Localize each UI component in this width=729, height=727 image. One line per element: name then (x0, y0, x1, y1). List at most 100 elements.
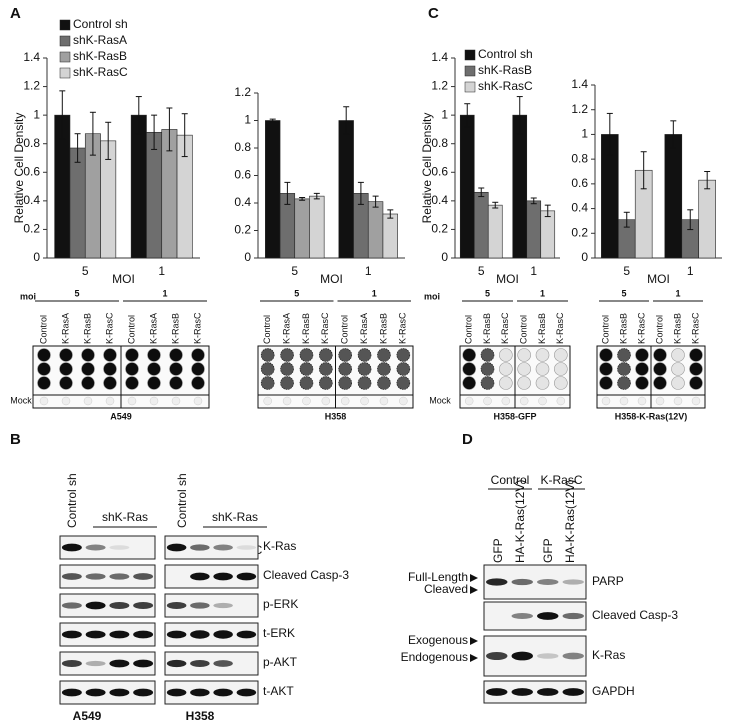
well (280, 376, 294, 390)
well (59, 362, 73, 376)
x-tick-label: 1 (158, 264, 165, 278)
mock-well (483, 396, 492, 406)
band (486, 688, 508, 696)
blot-frame (164, 593, 259, 618)
mock-well (637, 396, 647, 406)
lane-label: Control (340, 315, 350, 344)
band (190, 630, 210, 639)
lane-label: GFP (541, 538, 555, 563)
mock-well (538, 396, 547, 406)
arrow (470, 574, 478, 582)
arrow (470, 654, 478, 662)
legend-swatch (59, 67, 71, 79)
well (319, 376, 333, 390)
bar (130, 114, 147, 259)
mock-well (105, 396, 115, 406)
y-tick-label: 0.8 (23, 136, 40, 150)
well (377, 348, 391, 362)
well (499, 376, 513, 390)
well (299, 362, 314, 376)
blot-frame (59, 622, 156, 647)
legend-label: shK-RasB (478, 63, 532, 77)
band (511, 688, 533, 696)
well (280, 362, 294, 376)
mock-well (193, 396, 203, 406)
band (190, 572, 210, 581)
legend-swatch (464, 49, 476, 61)
band (85, 573, 106, 580)
well (103, 362, 117, 376)
well (103, 376, 117, 390)
well (480, 376, 495, 390)
band (61, 688, 82, 697)
x-axis-label: MOI (496, 272, 519, 286)
error-bar (687, 209, 694, 231)
well (299, 376, 314, 390)
well (599, 348, 613, 362)
row-label: t-AKT (263, 684, 294, 698)
well (689, 362, 703, 376)
band (562, 652, 584, 660)
y-tick-label: 1.4 (23, 50, 40, 64)
row-label: Cleaved Casp-3 (263, 568, 349, 582)
mock-well (127, 396, 137, 406)
error-bar (105, 121, 112, 160)
well (535, 348, 550, 362)
lane-label: HA-K-Ras(12V) (563, 480, 577, 563)
lane-label: K-RasC (636, 312, 646, 344)
lane-label: Control (262, 315, 272, 344)
legend-label: shK-RasA (73, 33, 127, 47)
blot-frame (59, 680, 156, 705)
well (59, 348, 73, 362)
error-bar (670, 120, 677, 149)
band (85, 630, 106, 639)
well (280, 348, 294, 362)
y-tick-label: 0.6 (23, 164, 40, 178)
lane-label: K-RasB (537, 313, 547, 344)
well (81, 376, 95, 390)
well (499, 348, 513, 362)
bar (664, 134, 683, 259)
y-tick-label: 0.2 (234, 223, 251, 237)
error-bar (343, 106, 350, 135)
band (166, 630, 187, 639)
moi-label: moi (20, 291, 36, 301)
well (635, 362, 649, 376)
band (61, 630, 82, 639)
band (190, 660, 210, 667)
error-bar (357, 181, 364, 205)
bar (473, 191, 489, 259)
panel-letter: A (10, 5, 21, 22)
mock-well (360, 396, 369, 406)
band (61, 602, 82, 609)
well (671, 362, 685, 376)
well (635, 376, 649, 390)
row-label: K-Ras (592, 648, 625, 662)
y-tick-label: 1.4 (571, 77, 588, 91)
blot-frame (164, 535, 259, 560)
well (396, 362, 411, 376)
lane-label: K-RasA (359, 313, 369, 344)
mock-well (321, 396, 331, 406)
x-tick-label: 1 (687, 264, 694, 278)
well (59, 376, 73, 390)
band (85, 688, 106, 697)
well (462, 362, 476, 376)
y-tick-label: 0.8 (431, 136, 448, 150)
well (480, 362, 495, 376)
well (396, 376, 411, 390)
well (689, 376, 703, 390)
mock-well (673, 396, 683, 406)
error-bar (640, 151, 647, 190)
y-tick-label: 0 (33, 250, 40, 264)
y-tick-label: 0.4 (23, 193, 40, 207)
y-tick-label: 0.2 (431, 222, 448, 236)
lane-label: K-RasC (555, 312, 565, 344)
bar (265, 120, 281, 259)
well (125, 348, 139, 362)
error-bar (478, 187, 485, 198)
legend-swatch (59, 35, 71, 47)
column-label: Control sh (175, 473, 189, 528)
group-label: shK-Ras (212, 510, 258, 524)
